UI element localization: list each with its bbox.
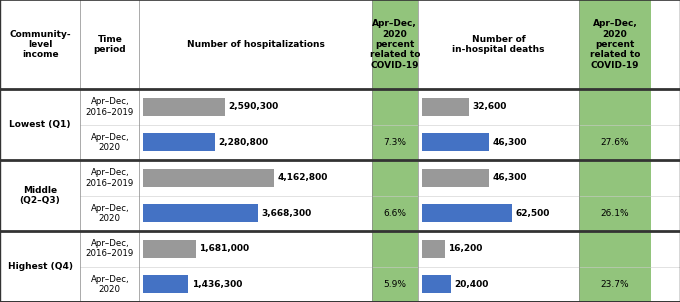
Text: 26.1%: 26.1% <box>600 209 630 218</box>
Text: Community-
level
income: Community- level income <box>10 30 71 59</box>
Text: Apr–Dec,
2020
percent
related to
COVID-19: Apr–Dec, 2020 percent related to COVID-1… <box>369 19 420 70</box>
Text: 23.7%: 23.7% <box>600 280 630 289</box>
Bar <box>143 98 224 116</box>
Bar <box>422 98 469 116</box>
Text: Number of
in-hospital deaths: Number of in-hospital deaths <box>452 35 545 54</box>
Bar <box>0 89 680 160</box>
Text: 16,200: 16,200 <box>449 244 483 253</box>
Bar <box>579 160 651 231</box>
Text: Apr–Dec,
2020
percent
related to
COVID-19: Apr–Dec, 2020 percent related to COVID-1… <box>590 19 641 70</box>
Text: Middle
(Q2–Q3): Middle (Q2–Q3) <box>20 186 61 205</box>
Bar <box>0 160 680 231</box>
Text: 6.6%: 6.6% <box>384 209 406 218</box>
Text: 2,590,300: 2,590,300 <box>228 102 278 111</box>
Text: 3,668,300: 3,668,300 <box>262 209 312 218</box>
Text: Apr–Dec,
2020: Apr–Dec, 2020 <box>90 204 129 223</box>
Bar <box>422 240 445 258</box>
Bar <box>143 169 274 187</box>
Text: Lowest (Q1): Lowest (Q1) <box>10 120 71 129</box>
Bar <box>372 89 418 160</box>
Text: Apr–Dec,
2016–2019: Apr–Dec, 2016–2019 <box>86 168 134 188</box>
Text: 32,600: 32,600 <box>473 102 507 111</box>
Text: 2,280,800: 2,280,800 <box>218 138 269 147</box>
Text: 46,300: 46,300 <box>492 173 526 182</box>
Bar <box>422 204 512 222</box>
Text: Time
period: Time period <box>94 35 126 54</box>
Text: 27.6%: 27.6% <box>600 138 630 147</box>
Bar <box>143 240 196 258</box>
Bar <box>372 0 418 89</box>
Text: Apr–Dec,
2016–2019: Apr–Dec, 2016–2019 <box>86 97 134 117</box>
Bar <box>143 275 188 293</box>
Text: 20,400: 20,400 <box>455 280 489 289</box>
Bar <box>579 231 651 302</box>
Bar <box>422 169 489 187</box>
Text: 62,500: 62,500 <box>515 209 550 218</box>
Text: Highest (Q4): Highest (Q4) <box>7 262 73 271</box>
Bar <box>579 0 651 89</box>
Text: Apr–Dec,
2020: Apr–Dec, 2020 <box>90 133 129 152</box>
Text: 4,162,800: 4,162,800 <box>277 173 328 182</box>
Text: 1,681,000: 1,681,000 <box>199 244 250 253</box>
Text: Apr–Dec,
2016–2019: Apr–Dec, 2016–2019 <box>86 239 134 259</box>
Bar <box>372 160 418 231</box>
Bar <box>0 0 680 89</box>
Text: 5.9%: 5.9% <box>384 280 406 289</box>
Text: 7.3%: 7.3% <box>384 138 406 147</box>
Bar <box>143 204 258 222</box>
Bar <box>372 231 418 302</box>
Bar <box>0 231 680 302</box>
Text: Number of hospitalizations: Number of hospitalizations <box>187 40 324 49</box>
Bar <box>143 133 215 151</box>
Bar <box>579 89 651 160</box>
Text: Apr–Dec,
2020: Apr–Dec, 2020 <box>90 275 129 294</box>
Bar <box>422 133 489 151</box>
Text: 1,436,300: 1,436,300 <box>192 280 242 289</box>
Text: 46,300: 46,300 <box>492 138 526 147</box>
Bar <box>422 275 452 293</box>
